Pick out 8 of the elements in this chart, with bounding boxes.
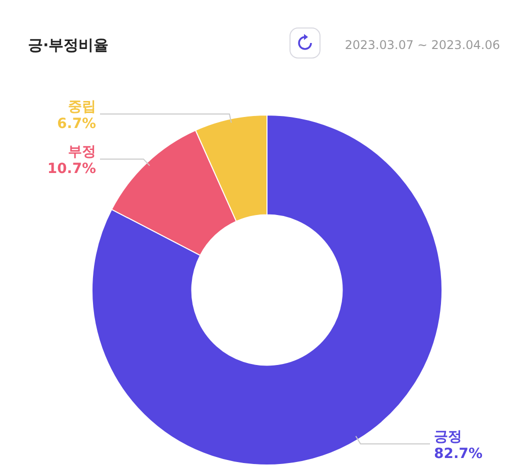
data-label: 6.7% [57,116,96,132]
chart-subtitle: 2023.03.07 ~ 2023.04.06 [344,38,500,52]
slice-label: 긍정 [434,428,462,445]
slice-label: 부정 [68,144,96,160]
data-label: 82.7% [434,446,483,462]
chart-title: 긍·부정비율 [28,36,109,54]
data-label: 10.7% [47,161,96,178]
slice-label: 중립 [68,98,96,115]
